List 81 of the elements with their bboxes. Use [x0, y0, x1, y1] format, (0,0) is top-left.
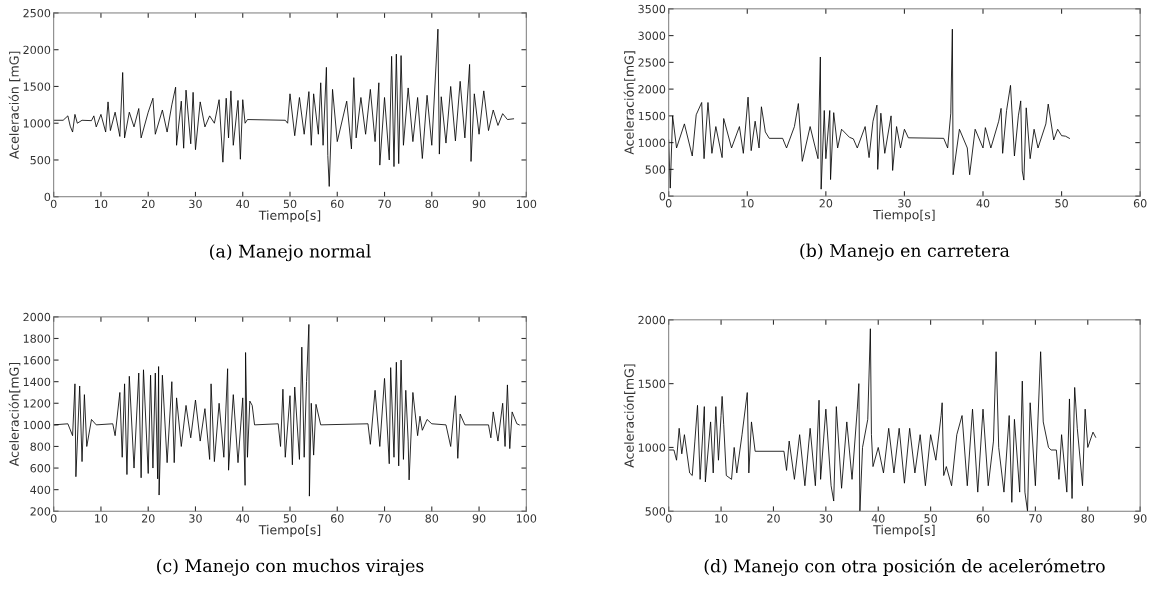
- x-tick-label: 100: [516, 514, 537, 523]
- x-tick-label: 30: [819, 514, 833, 523]
- x-axis-title: Tiempo[s]: [873, 524, 935, 537]
- x-tick-label: 20: [141, 199, 155, 209]
- x-tick-label: 10: [741, 199, 754, 208]
- y-tick-label: 2000: [23, 45, 51, 55]
- x-tick-label: 60: [330, 514, 344, 523]
- x-tick-label: 30: [189, 514, 202, 523]
- y-tick-label: 400: [30, 485, 51, 495]
- x-axis-title: Tiempo[s]: [258, 210, 321, 223]
- x-tick-label: 10: [715, 514, 728, 523]
- y-axis-title: Aceleración[mG]: [623, 364, 636, 468]
- y-tick-label: 3500: [638, 4, 666, 14]
- x-tick-label: 80: [425, 199, 439, 209]
- x-tick-label: 100: [516, 199, 537, 209]
- y-tick-label: 0: [659, 192, 666, 201]
- x-tick-label: 20: [819, 199, 833, 208]
- y-tick-label: 1800: [23, 334, 51, 343]
- x-tick-label: 90: [472, 199, 486, 209]
- y-tick-label: 1400: [23, 377, 51, 387]
- x-tick-label: 40: [976, 199, 990, 208]
- x-tick-label: 80: [425, 514, 439, 523]
- y-tick-label: 1500: [23, 82, 51, 91]
- y-tick-label: 500: [30, 155, 51, 165]
- x-tick-label: 40: [236, 514, 250, 523]
- x-tick-label: 80: [1081, 514, 1095, 523]
- x-tick-label: 20: [141, 514, 155, 523]
- line-series: [668, 28, 1070, 190]
- y-tick-label: 1500: [638, 379, 666, 389]
- text: (b) Manejo en carretera: [800, 243, 1010, 261]
- y-tick-label: 1000: [23, 119, 51, 128]
- line-series: [668, 328, 1097, 512]
- x-tick-label: 70: [378, 199, 391, 209]
- x-tick-label: 10: [95, 199, 108, 209]
- y-tick-label: 2500: [23, 8, 51, 18]
- y-tick-label: 2000: [638, 315, 666, 325]
- line-series: [53, 324, 520, 497]
- y-tick-label: 500: [645, 507, 666, 516]
- y-tick-label: 1500: [638, 111, 666, 121]
- x-tick-label: 50: [1055, 199, 1068, 208]
- y-tick-label: 2500: [638, 58, 666, 67]
- y-axis-title: Aceleración[mG]: [623, 51, 636, 155]
- x-tick-label: 70: [378, 514, 391, 523]
- x-tick-label: 60: [330, 199, 344, 209]
- x-tick-label: 0: [665, 199, 672, 208]
- y-axis-title: Aceleración [mG]: [8, 51, 21, 159]
- line-series: [53, 28, 514, 187]
- y-tick-label: 1000: [23, 420, 51, 430]
- y-tick-label: 800: [30, 442, 51, 451]
- x-tick-label: 40: [871, 514, 885, 523]
- x-axis-title: Tiempo[s]: [873, 209, 935, 222]
- text: (a) Manejo normal: [210, 244, 371, 262]
- x-axis-title: Tiempo[s]: [258, 524, 321, 537]
- x-tick-label: 60: [976, 514, 990, 523]
- x-tick-label: 90: [472, 514, 486, 523]
- y-tick-label: 1000: [638, 443, 666, 452]
- text: (c) Manejo con muchos virajes: [157, 558, 424, 576]
- y-tick-label: 2000: [23, 312, 51, 322]
- y-tick-label: 1600: [23, 356, 51, 365]
- x-tick-label: 30: [189, 199, 202, 209]
- y-axis-title: Aceleración[mG]: [8, 362, 21, 467]
- x-tick-label: 40: [236, 199, 250, 209]
- x-tick-label: 0: [665, 514, 672, 523]
- y-tick-label: 500: [645, 165, 666, 174]
- x-tick-label: 0: [50, 514, 57, 523]
- y-tick-label: 1000: [638, 138, 666, 147]
- x-tick-label: 10: [95, 514, 108, 523]
- x-tick-label: 50: [283, 199, 297, 209]
- x-tick-label: 50: [283, 514, 297, 523]
- text: (d) Manejo con otra posición de acelerómetro: [704, 558, 1105, 577]
- x-tick-label: 60: [1133, 199, 1147, 208]
- x-tick-label: 20: [767, 514, 780, 523]
- x-tick-label: 50: [924, 514, 937, 523]
- x-tick-label: 90: [1133, 514, 1147, 523]
- y-tick-label: 2000: [638, 85, 666, 94]
- y-tick-label: 600: [30, 464, 51, 473]
- y-tick-label: 200: [30, 507, 51, 516]
- y-tick-label: 3000: [638, 31, 666, 40]
- x-tick-label: 30: [898, 199, 911, 208]
- y-tick-label: 1200: [23, 399, 51, 408]
- x-tick-label: 70: [1029, 514, 1042, 523]
